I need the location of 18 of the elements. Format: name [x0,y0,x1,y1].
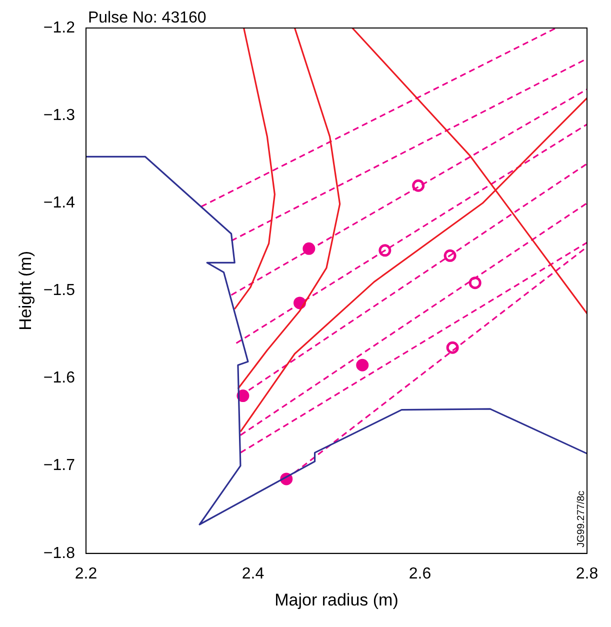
point [356,358,369,372]
y-tick-label: −1.8 [43,544,76,562]
text: Pulse No: 43160 [88,9,206,26]
x-tick-label: 2.4 [242,565,264,582]
x-tick-label: 2.2 [74,565,98,582]
y-tick-label: −1.4 [43,194,76,212]
point [302,242,316,255]
y-tick-label: −1.3 [43,106,76,124]
x-tick-label: 2.6 [408,565,432,582]
y-tick-label: −1.6 [43,370,76,387]
annotation: JG99.277/8c [576,490,587,548]
y-axis-title: Height (m) [16,251,35,330]
point [468,276,482,290]
y-tick-label: −1.7 [43,457,76,474]
x-axis-title: Major radius (m) [274,590,398,610]
y-tick-label: −1.5 [43,282,76,300]
y-tick-label: −1.2 [43,19,76,36]
x-tick-label: 2.8 [576,565,598,582]
